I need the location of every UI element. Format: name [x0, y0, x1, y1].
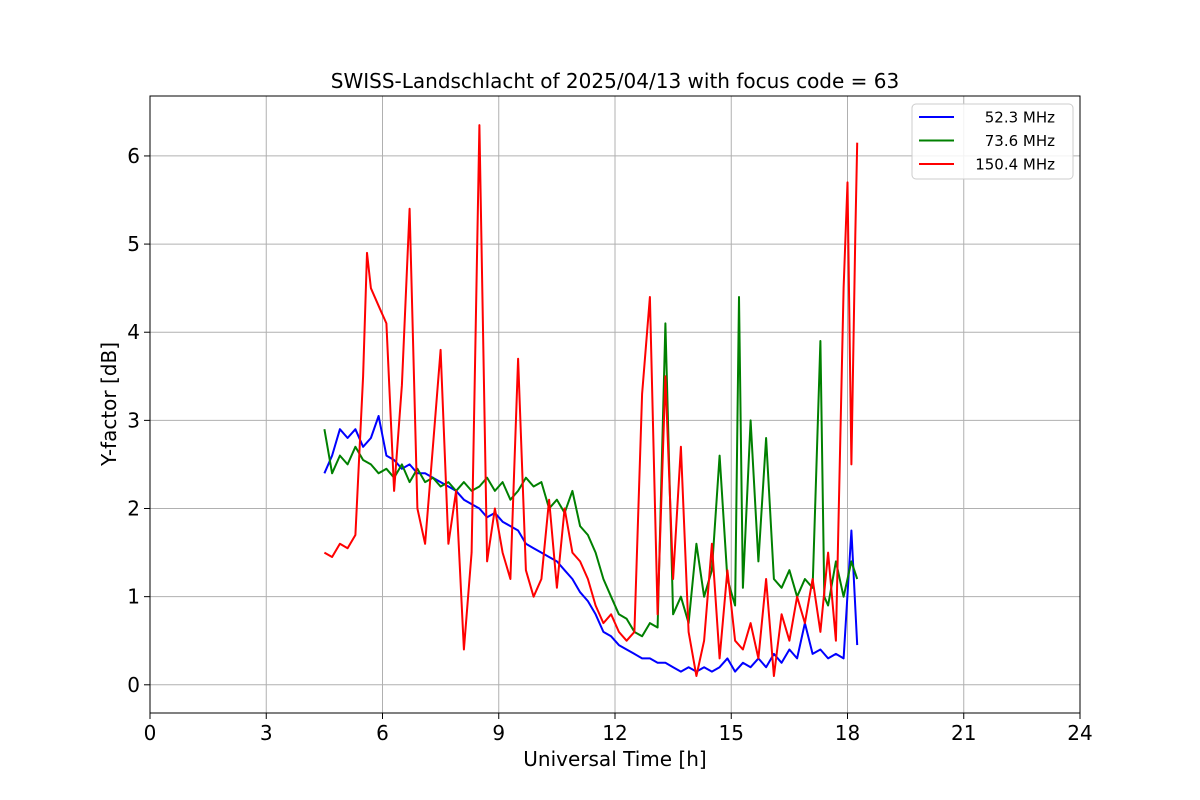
series-line-2: [323, 124, 859, 677]
chart-title: SWISS-Landschlacht of 2025/04/13 with fo…: [331, 69, 899, 93]
x-axis: 0 3 6 9 12 15 18 21 24: [144, 713, 1093, 745]
y-tick-label: 0: [127, 673, 140, 697]
y-tick-label: 2: [127, 497, 140, 521]
x-tick-label: 15: [719, 721, 744, 745]
legend-entry: 52.3 MHz: [985, 109, 1055, 127]
y-tick-label: 3: [127, 408, 140, 432]
legend-entry: 150.4 MHz: [975, 156, 1055, 174]
series-line-0: [323, 415, 859, 673]
y-tick-label: 5: [127, 232, 140, 256]
y-axis: 0 1 2 3 4 5 6: [127, 144, 150, 697]
x-tick-label: 24: [1067, 721, 1092, 745]
series-layer: [323, 124, 859, 677]
y-axis-label: Y-factor [dB]: [97, 342, 121, 467]
y-tick-label: 1: [127, 585, 140, 609]
grid: [149, 96, 1081, 713]
legend-entry: 73.6 MHz: [985, 132, 1055, 150]
legend-box: [911, 103, 1074, 180]
y-tick-label: 6: [127, 144, 140, 168]
y-tick-label: 4: [127, 320, 140, 344]
x-tick-label: 3: [260, 721, 273, 745]
x-tick-label: 21: [951, 721, 976, 745]
x-tick-label: 12: [602, 721, 627, 745]
x-tick-label: 0: [144, 721, 157, 745]
x-tick-label: 18: [835, 721, 860, 745]
legend: 52.3 MHz 73.6 MHz 150.4 MHz: [911, 103, 1074, 180]
x-tick-label: 9: [492, 721, 505, 745]
x-tick-label: 6: [376, 721, 389, 745]
x-axis-label: Universal Time [h]: [523, 747, 706, 771]
